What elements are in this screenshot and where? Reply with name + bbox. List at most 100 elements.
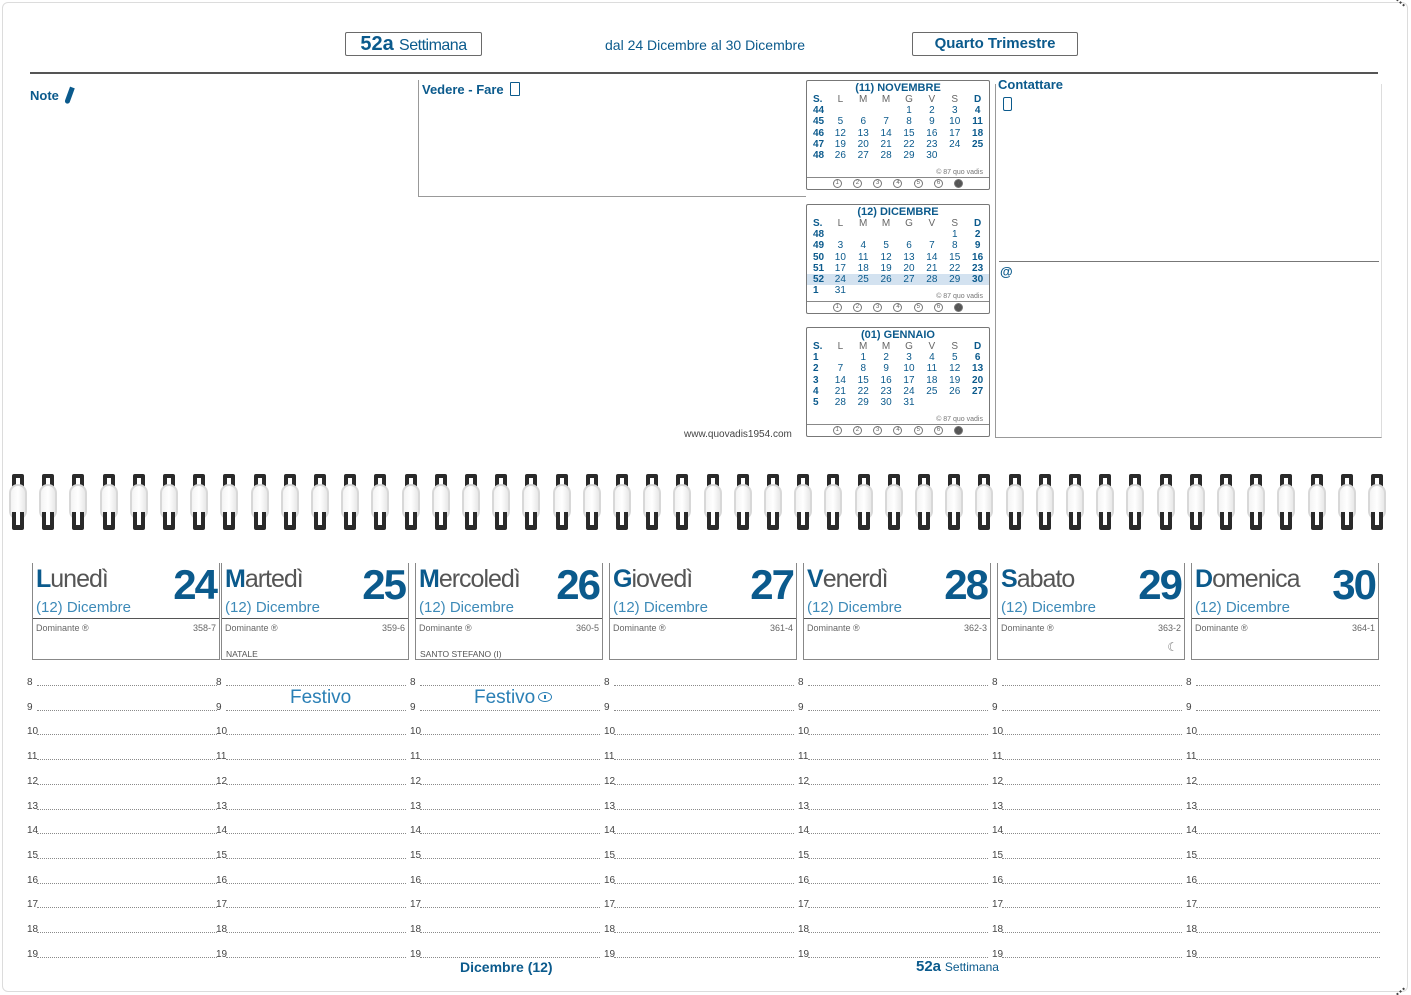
hour-slot[interactable] <box>420 709 600 711</box>
hour-slot[interactable] <box>420 685 600 686</box>
hour-slot[interactable] <box>808 857 988 859</box>
day-header[interactable]: Giovedì 27 (12) Dicembre Dominante ® 361-4 <box>609 561 797 660</box>
hour-slot[interactable] <box>1002 808 1182 810</box>
hour-slot[interactable] <box>37 808 217 810</box>
hour-slot[interactable] <box>37 833 217 835</box>
hour-slot[interactable] <box>226 833 406 835</box>
hour-slot[interactable] <box>420 907 600 909</box>
hour-slot[interactable] <box>614 833 794 835</box>
hour-slot[interactable] <box>1196 956 1380 958</box>
hour-slot[interactable] <box>37 907 217 909</box>
day-header[interactable]: Sabato 29 (12) Dicembre Dominante ® 363-2 ☾ <box>997 561 1185 660</box>
hour-slot[interactable] <box>226 956 406 958</box>
hour-slot[interactable] <box>808 907 988 909</box>
hour-slot[interactable] <box>1002 907 1182 909</box>
hour-slot[interactable] <box>1196 759 1380 761</box>
day-header[interactable]: Martedì 25 (12) Dicembre Dominante ® 359-6 NA… <box>221 561 409 660</box>
hour-slot[interactable] <box>808 709 988 711</box>
hour-slot[interactable] <box>37 759 217 761</box>
hour-slot[interactable] <box>1196 685 1380 686</box>
hour-slot[interactable] <box>37 956 217 958</box>
contact-section[interactable] <box>995 84 1382 438</box>
hour-slot[interactable] <box>614 685 794 686</box>
hour-slot[interactable] <box>1196 808 1380 810</box>
hour-slot[interactable] <box>614 907 794 909</box>
hour-slot[interactable] <box>226 734 406 736</box>
hour-slot[interactable] <box>1002 734 1182 736</box>
hour-slot[interactable] <box>1196 734 1380 736</box>
day-header[interactable]: Lunedì 24 (12) Dicembre Dominante ® 358-7 <box>32 561 220 660</box>
hour-slot[interactable] <box>420 734 600 736</box>
hour-slot[interactable] <box>614 759 794 761</box>
hour-slot[interactable] <box>420 833 600 835</box>
hour-slot[interactable] <box>226 857 406 859</box>
hour-slot[interactable] <box>808 808 988 810</box>
hour-slot[interactable] <box>37 882 217 884</box>
hour-slot[interactable] <box>808 956 988 958</box>
hour-slot[interactable] <box>1196 783 1380 785</box>
hour-slot[interactable] <box>37 857 217 859</box>
hour-slot[interactable] <box>808 759 988 761</box>
hour-slot[interactable] <box>808 882 988 884</box>
hour-slot[interactable] <box>226 808 406 810</box>
hour-slot[interactable] <box>808 932 988 933</box>
hour-slot[interactable] <box>1002 709 1182 711</box>
hour-slot[interactable] <box>226 759 406 761</box>
hour-slot[interactable] <box>614 882 794 884</box>
hour-slot[interactable] <box>37 734 217 736</box>
hour-slot[interactable] <box>226 709 406 711</box>
hour-slot[interactable] <box>1002 685 1182 686</box>
hour-slot[interactable] <box>1196 932 1380 933</box>
hour-label: 15 <box>798 849 810 861</box>
day-name: Mercoledì <box>419 565 521 593</box>
hour-slot[interactable] <box>1196 709 1380 711</box>
hour-slot[interactable] <box>420 956 600 958</box>
hour-slot[interactable] <box>614 956 794 958</box>
hour-slot[interactable] <box>808 685 988 686</box>
hour-slot[interactable] <box>1196 882 1380 884</box>
day-month: (12) Dicembre <box>1001 599 1097 616</box>
date-cell: 15 <box>903 127 915 139</box>
hour-slot[interactable] <box>37 783 217 785</box>
hour-slot[interactable] <box>1196 907 1380 909</box>
hour-slot[interactable] <box>226 907 406 909</box>
hour-slot[interactable] <box>1196 857 1380 859</box>
hour-slot[interactable] <box>808 734 988 736</box>
todo-section[interactable]: Vedere - Fare <box>418 80 806 197</box>
hour-slot[interactable] <box>37 932 217 933</box>
day-header[interactable]: Venerdì 28 (12) Dicembre Dominante ® 362-3 <box>803 561 991 660</box>
notes-section[interactable]: Note <box>30 86 75 105</box>
hour-slot[interactable] <box>808 783 988 785</box>
hour-slot[interactable] <box>614 808 794 810</box>
hour-slot[interactable] <box>420 783 600 785</box>
hour-slot[interactable] <box>226 932 406 933</box>
hour-slot[interactable] <box>1002 783 1182 785</box>
hour-slot[interactable] <box>614 932 794 933</box>
weekday-letter: S <box>951 94 959 105</box>
hour-slot[interactable] <box>226 882 406 884</box>
day-header[interactable]: Mercoledì 26 (12) Dicembre Dominante ® 360-5… <box>415 561 603 660</box>
hour-slot[interactable] <box>614 783 794 785</box>
hour-slot[interactable] <box>1002 857 1182 859</box>
hour-slot[interactable] <box>808 833 988 835</box>
hour-slot[interactable] <box>1002 833 1182 835</box>
hour-slot[interactable] <box>1002 759 1182 761</box>
hour-slot[interactable] <box>420 759 600 761</box>
hour-slot[interactable] <box>420 857 600 859</box>
hour-slot[interactable] <box>614 734 794 736</box>
hour-slot[interactable] <box>226 783 406 785</box>
hour-slot[interactable] <box>614 709 794 711</box>
hour-slot[interactable] <box>226 685 406 686</box>
hour-slot[interactable] <box>614 857 794 859</box>
day-header[interactable]: Domenica 30 (12) Dicembre Dominante ® 364-1 <box>1191 561 1379 660</box>
hour-slot[interactable] <box>1196 833 1380 835</box>
hour-slot[interactable] <box>37 709 217 711</box>
hour-slot[interactable] <box>1002 882 1182 884</box>
hour-slot[interactable] <box>420 882 600 884</box>
hour-slot[interactable] <box>37 685 217 686</box>
hour-slot[interactable] <box>1002 956 1182 958</box>
moon-phase-icon: 4 <box>893 426 903 435</box>
hour-slot[interactable] <box>420 808 600 810</box>
hour-slot[interactable] <box>1002 932 1182 933</box>
hour-slot[interactable] <box>420 932 600 933</box>
